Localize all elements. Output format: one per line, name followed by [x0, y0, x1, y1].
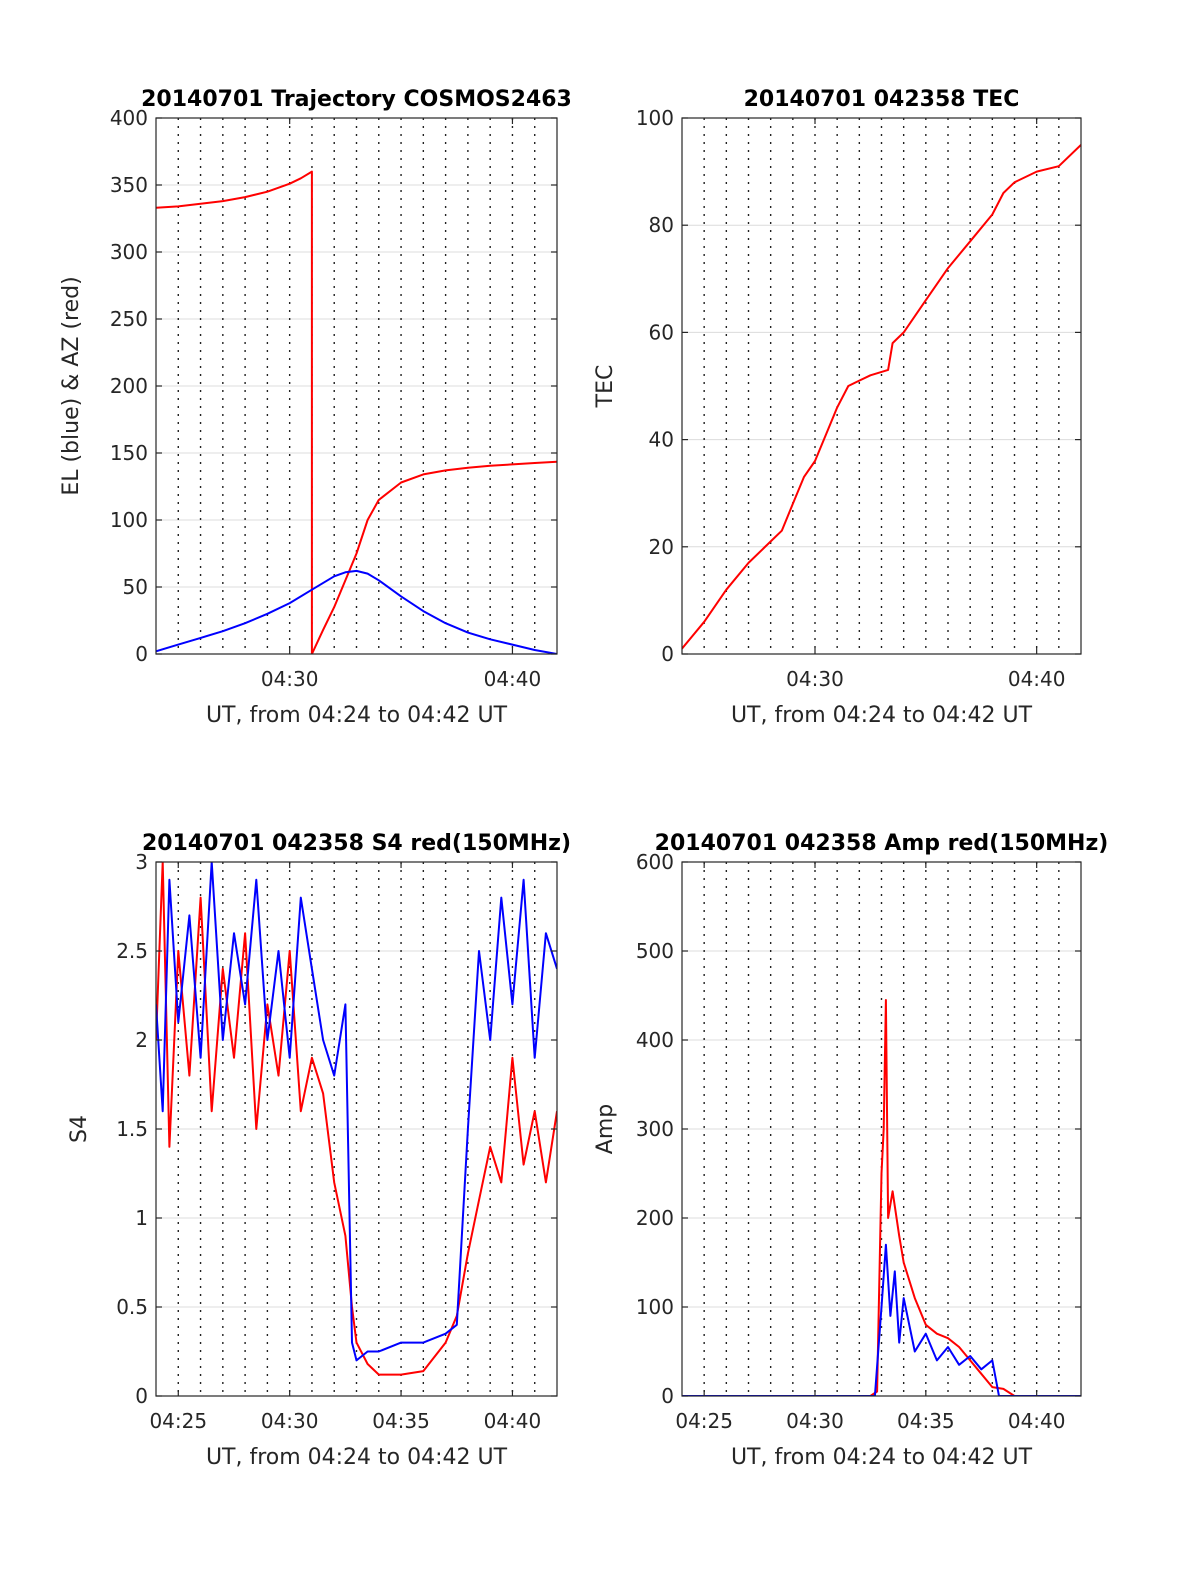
- y-tick-label: 0.5: [116, 1295, 148, 1319]
- series-group: [156, 862, 557, 1376]
- x-tick-label: 04:25: [675, 1409, 733, 1433]
- y-tick-label: 20: [649, 535, 674, 559]
- chart-amp: 0 100 200 300 400 500 600 04:25 04:30 04:35 04:40 2…: [593, 831, 1108, 1470]
- y-tick-label: 400: [636, 1028, 674, 1052]
- series-line-blue: [682, 1243, 1081, 1396]
- y-axis-label: S4: [67, 1115, 92, 1143]
- y-tick-label: 300: [110, 240, 148, 264]
- y-axis-label: Amp: [593, 1104, 618, 1154]
- x-tick-label: 04:40: [1008, 667, 1066, 691]
- y-tick-label: 0: [661, 1384, 674, 1408]
- x-axis-label: UT, from 04:24 to 04:42 UT: [206, 1445, 508, 1470]
- series-line-blue: [156, 862, 557, 1362]
- y-tick-label: 100: [110, 508, 148, 532]
- x-tick-label: 04:35: [897, 1409, 955, 1433]
- y-tick-label: 250: [110, 307, 148, 331]
- y-tick-label: 100: [636, 1295, 674, 1319]
- x-tick-label: 04:30: [786, 667, 844, 691]
- y-tick-label: 50: [123, 575, 148, 599]
- x-tick-label: 04:25: [149, 1409, 207, 1433]
- x-tick-label: 04:35: [372, 1409, 430, 1433]
- y-tick-label: 2.5: [116, 939, 148, 963]
- series-group: [682, 144, 1081, 650]
- y-tick-label: 100: [636, 106, 674, 130]
- y-tick-label: 350: [110, 173, 148, 197]
- x-tick-label: 04:30: [261, 1409, 319, 1433]
- x-tick-label: 04:40: [1008, 1409, 1066, 1433]
- series-line-red: [156, 862, 557, 1376]
- series-line-red: [682, 999, 1081, 1396]
- y-tick-label: 150: [110, 441, 148, 465]
- y-tick-label: 600: [636, 850, 674, 874]
- x-tick-label: 04:30: [786, 1409, 844, 1433]
- y-axis-label: EL (blue) & AZ (red): [59, 276, 84, 495]
- chart-title: 20140701 Trajectory COSMOS2463: [141, 87, 572, 112]
- y-tick-label: 2: [135, 1028, 148, 1052]
- y-tick-label: 300: [636, 1117, 674, 1141]
- y-tick-label: 1: [135, 1206, 148, 1230]
- series-line-red: [682, 144, 1081, 650]
- chart-title: 20140701 042358 S4 red(150MHz): [142, 831, 571, 856]
- x-tick-label: 04:30: [261, 667, 319, 691]
- x-axis-label: UT, from 04:24 to 04:42 UT: [206, 703, 508, 728]
- chart-s4: 0 0.5 1 1.5 2 2.5 3 04:25 04:30 04:35 04:40 2014070…: [67, 831, 571, 1470]
- y-tick-label: 0: [135, 642, 148, 666]
- y-tick-label: 200: [636, 1206, 674, 1230]
- y-tick-label: 60: [649, 320, 674, 344]
- series-line-red: [156, 170, 557, 654]
- y-axis-label: TEC: [593, 365, 618, 409]
- y-tick-label: 200: [110, 374, 148, 398]
- y-tick-label: 0: [661, 642, 674, 666]
- y-tick-label: 1.5: [116, 1117, 148, 1141]
- series-line-blue: [156, 569, 557, 654]
- plot-frame: [681, 117, 1082, 655]
- y-tick-label: 80: [649, 213, 674, 237]
- y-tick-label: 500: [636, 939, 674, 963]
- chart-tec: 0 20 40 60 80 100 04:30 04:40 20140701 042358 TE…: [593, 87, 1082, 728]
- chart-title: 20140701 042358 Amp red(150MHz): [655, 831, 1109, 856]
- series-group: [682, 999, 1081, 1396]
- chart-title: 20140701 042358 TEC: [744, 87, 1020, 112]
- x-axis-label: UT, from 04:24 to 04:42 UT: [731, 1445, 1033, 1470]
- x-axis-label: UT, from 04:24 to 04:42 UT: [731, 703, 1033, 728]
- y-tick-label: 400: [110, 106, 148, 130]
- x-tick-label: 04:40: [484, 667, 542, 691]
- chart-trajectory: 0 50 100 150 200 250 300 350 400 04:30 04:40 201407…: [59, 87, 572, 728]
- x-tick-label: 04:40: [484, 1409, 542, 1433]
- series-group: [156, 170, 557, 654]
- y-tick-label: 0: [135, 1384, 148, 1408]
- y-tick-label: 3: [135, 850, 148, 874]
- y-tick-label: 40: [649, 428, 674, 452]
